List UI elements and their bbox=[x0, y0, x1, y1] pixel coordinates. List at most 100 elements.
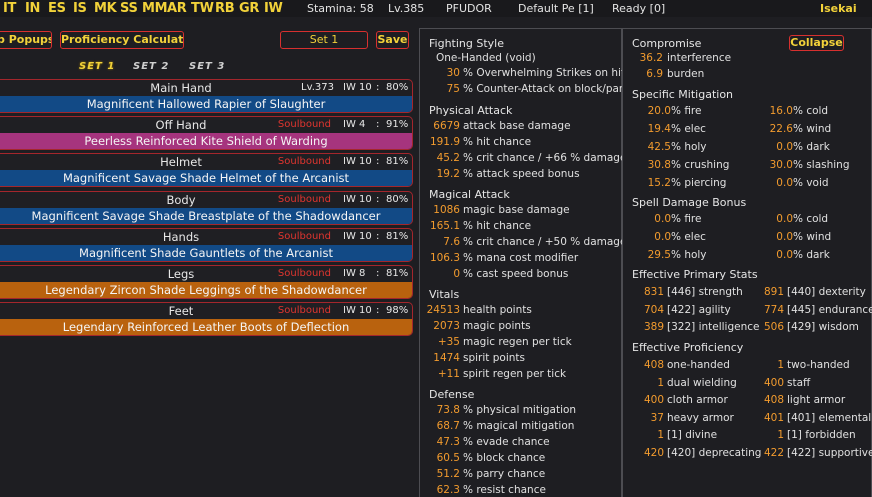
nav-link-is[interactable]: IS bbox=[73, 1, 87, 16]
proficiency-title: Effective Proficiency bbox=[632, 341, 744, 354]
slot-name: Feet bbox=[168, 304, 194, 318]
physical-attack-value: 19.2 bbox=[436, 168, 460, 180]
defense-value: 60.5 bbox=[436, 452, 460, 464]
item-condition: 81% bbox=[386, 231, 409, 242]
proficiency-value: 408 bbox=[643, 359, 664, 371]
spell-damage-bonus-title: Spell Damage Bonus bbox=[632, 196, 747, 209]
nav-link-es[interactable]: ES bbox=[48, 1, 66, 16]
fighting-style-label: % Overwhelming Strikes on hit bbox=[463, 67, 626, 79]
proficiency-label: [1] forbidden bbox=[787, 429, 856, 441]
nav-link-ar[interactable]: AR bbox=[167, 1, 187, 16]
physical-attack-label: attack base damage bbox=[463, 120, 571, 132]
primary-stat-value: 704 bbox=[643, 303, 664, 316]
equipment-slot[interactable]: Body Soulbound IW 10:80% Magnificent Savage… bbox=[0, 191, 413, 225]
spell-damage-value: 0.0 bbox=[654, 213, 671, 225]
vitals-value: 24513 bbox=[426, 304, 460, 316]
magical-attack-label: % cast speed bonus bbox=[463, 268, 569, 280]
tab-set-1[interactable]: SET 1 bbox=[79, 61, 116, 72]
popups-button[interactable]: p Popups bbox=[0, 31, 52, 49]
equipment-slot[interactable]: Helmet Soulbound IW 10:81% Magnificent Sava… bbox=[0, 153, 413, 187]
item-condition: 98% bbox=[386, 305, 409, 316]
nav-link-gr[interactable]: GR bbox=[239, 1, 260, 16]
nav-link-iw[interactable]: IW bbox=[264, 1, 283, 16]
proficiency-value: 401 bbox=[763, 411, 784, 424]
spell-damage-label: % dark bbox=[793, 249, 830, 261]
vitals-label: magic points bbox=[463, 320, 531, 332]
fighting-style-label: % Counter-Attack on block/parry bbox=[463, 83, 634, 95]
equipment-slot[interactable]: Main Hand Lv.373 IW 10:80% Magnificent Hall… bbox=[0, 79, 413, 113]
specific-mitigation-value: 0.0 bbox=[776, 141, 793, 153]
item-name-bar[interactable]: Peerless Reinforced Kite Shield of Wardi… bbox=[0, 133, 412, 149]
physical-attack-title: Physical Attack bbox=[429, 104, 513, 117]
soulbound-label: Soulbound bbox=[277, 305, 331, 316]
slot-header: Feet Soulbound IW 10:98% bbox=[0, 303, 412, 319]
magical-attack-value: 1086 bbox=[433, 204, 460, 216]
nav-link-tw[interactable]: TW bbox=[191, 1, 214, 16]
slot-name: Hands bbox=[162, 230, 200, 244]
primary-stat-value: 891 bbox=[763, 286, 784, 298]
proficiency-label: one-handed bbox=[667, 359, 730, 371]
specific-mitigation-value: 22.6 bbox=[769, 123, 793, 135]
user-name[interactable]: Isekai bbox=[820, 2, 857, 15]
collapse-button[interactable]: Collapse bbox=[789, 35, 844, 51]
magical-attack-label: magic base damage bbox=[463, 204, 570, 216]
proficiency-label: dual wielding bbox=[667, 376, 737, 389]
item-condition: 80% bbox=[386, 82, 409, 93]
compromise-value: 36.2 bbox=[639, 52, 663, 64]
nav-link-mm[interactable]: MM bbox=[142, 1, 168, 16]
primary-stat-value: 389 bbox=[643, 321, 664, 333]
nav-link-ss[interactable]: SS bbox=[120, 1, 138, 16]
tab-set-3[interactable]: SET 3 bbox=[189, 61, 226, 72]
tab-set-2[interactable]: SET 2 bbox=[133, 61, 170, 72]
primary-stat-label: [322] intelligence bbox=[667, 321, 760, 333]
proficiency-value: 1 bbox=[777, 429, 784, 441]
proficiency-calculator-button[interactable]: Proficiency Calculator bbox=[60, 31, 184, 49]
item-world-level: IW 8 bbox=[343, 268, 366, 279]
item-name-bar[interactable]: Magnificent Savage Shade Breastplate of … bbox=[0, 208, 412, 224]
equipment-slot[interactable]: Legs Soulbound IW 8:81% Legendary Zircon Sh… bbox=[0, 265, 413, 299]
fighting-style-title: Fighting Style bbox=[429, 37, 504, 50]
vitals-label: health points bbox=[463, 304, 532, 316]
spell-damage-value: 0.0 bbox=[776, 231, 793, 243]
proficiency-value: 37 bbox=[650, 411, 664, 424]
stats-panel-right bbox=[622, 28, 872, 497]
spell-damage-value: 0.0 bbox=[776, 249, 793, 261]
item-name-bar[interactable]: Magnificent Hallowed Rapier of Slaughter bbox=[0, 96, 412, 112]
separator: : bbox=[376, 82, 380, 93]
item-name-bar[interactable]: Magnificent Shade Gauntlets of the Arcan… bbox=[0, 245, 412, 261]
nav-link-rb[interactable]: RB bbox=[215, 1, 235, 16]
proficiency-label: staff bbox=[787, 376, 811, 389]
specific-mitigation-value: 0.0 bbox=[776, 177, 793, 189]
separator: : bbox=[376, 194, 380, 205]
vitals-value: +11 bbox=[437, 368, 460, 380]
equipment-slot[interactable]: Feet Soulbound IW 10:98% Legendary Reinforc… bbox=[0, 302, 413, 336]
defense-label: % evade chance bbox=[463, 436, 550, 448]
slot-header: Helmet Soulbound IW 10:81% bbox=[0, 154, 412, 170]
preset-name[interactable]: Default Pe [1] bbox=[518, 2, 594, 15]
proficiency-label: two-handed bbox=[787, 359, 850, 371]
proficiency-value: 408 bbox=[763, 394, 784, 406]
equipment-slot[interactable]: Off Hand Soulbound IW 4:91% Peerless Reinfo… bbox=[0, 116, 413, 150]
physical-attack-label: % crit chance / +66 % damage bbox=[463, 152, 627, 164]
level-readout: Lv.385 bbox=[388, 2, 425, 15]
defense-label: % resist chance bbox=[463, 484, 546, 496]
specific-mitigation-value: 30.0 bbox=[769, 159, 793, 171]
compromise-title: Compromise bbox=[632, 37, 702, 50]
primary-stat-label: [440] dexterity bbox=[787, 286, 866, 298]
nav-link-in[interactable]: IN bbox=[25, 1, 41, 16]
server-name: PFUDOR bbox=[446, 2, 492, 15]
spell-damage-value: 0.0 bbox=[776, 213, 793, 225]
nav-link-it[interactable]: IT bbox=[3, 1, 17, 16]
item-name-bar[interactable]: Legendary Reinforced Leather Boots of De… bbox=[0, 319, 412, 335]
defense-label: % block chance bbox=[463, 452, 546, 464]
proficiency-value: 400 bbox=[643, 394, 664, 406]
item-name-bar[interactable]: Legendary Zircon Shade Leggings of the S… bbox=[0, 282, 412, 298]
slot-header: Main Hand Lv.373 IW 10:80% bbox=[0, 80, 412, 96]
item-name-bar[interactable]: Magnificent Savage Shade Helmet of the A… bbox=[0, 170, 412, 186]
specific-mitigation-label: % dark bbox=[793, 141, 830, 153]
equipment-slot[interactable]: Hands Soulbound IW 10:81% Magnificent Shade… bbox=[0, 228, 413, 262]
save-button[interactable]: Save bbox=[376, 31, 409, 49]
specific-mitigation-value: 20.0 bbox=[647, 105, 671, 117]
set-name-input[interactable]: Set 1 bbox=[280, 31, 368, 49]
nav-link-mk[interactable]: MK bbox=[94, 1, 117, 16]
